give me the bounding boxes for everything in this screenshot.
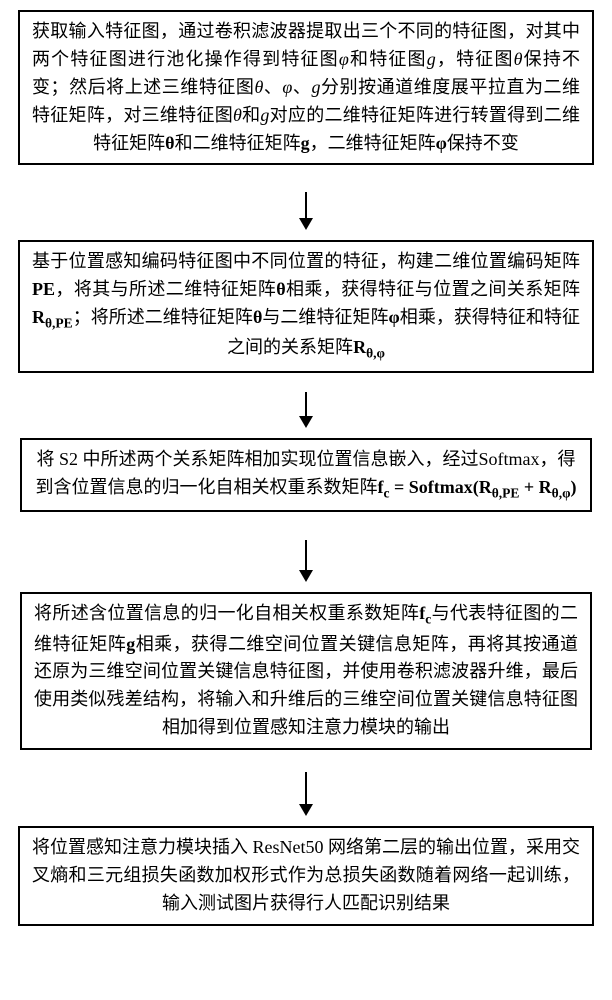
arrow-4 (305, 772, 307, 814)
b5-text: 将位置感知注意力模块插入 ResNet50 网络第二层的输出位置，采用交叉熵和三… (32, 837, 580, 913)
r1-sub: θ,PE (45, 315, 73, 330)
sm: Softmax(R (409, 477, 492, 497)
b1-t8: 和 (242, 105, 261, 125)
b1-t2: 和特征图 (349, 49, 427, 69)
b1-t5: 、 (263, 77, 282, 97)
bold-phi: φ (436, 133, 447, 153)
phi-b2: φ (389, 307, 400, 327)
arrow-3 (305, 540, 307, 580)
g-b4: g (126, 634, 135, 654)
theta-b2: θ (276, 279, 285, 299)
bold-theta: θ (165, 133, 174, 153)
flow-box-5: 将位置感知注意力模块插入 ResNet50 网络第二层的输出位置，采用交叉熵和三… (18, 826, 594, 926)
flow-box-3: 将 S2 中所述两个关系矩阵相加实现位置信息嵌入，经过Softmax，得到含位置… (20, 438, 592, 512)
arrow-2 (305, 392, 307, 426)
b1-t11: ，二维特征矩阵 (310, 133, 436, 153)
b2-t5: 与二维特征矩阵 (262, 307, 388, 327)
b1-t6: 、 (292, 77, 311, 97)
r1: R (32, 307, 45, 327)
b2-t3: 相乘，获得特征与位置之间关系矩阵 (286, 279, 580, 299)
eq: = (389, 477, 408, 497)
bold-g: g (301, 133, 310, 153)
b1-t12: 保持不变 (447, 133, 519, 153)
theta-sym-2: θ (254, 77, 263, 97)
b2-t2: ，将其与所述二维特征矩阵 (55, 279, 276, 299)
b2-t4: ；将所述二维特征矩阵 (73, 307, 253, 327)
sm-s1: θ,PE (492, 485, 520, 500)
flow-box-4: 将所述含位置信息的归一化自相关权重系数矩阵fc与代表特征图的二维特征矩阵g相乘，… (20, 592, 592, 750)
sm-s2: θ,φ (552, 485, 571, 500)
theta-sym-3: θ (233, 105, 242, 125)
r2-sub: θ,φ (366, 346, 385, 361)
arrow-1 (305, 192, 307, 228)
phi-sym-2: φ (282, 77, 292, 97)
b1-t3: ，特征图 (436, 49, 514, 69)
theta-b2b: θ (253, 307, 262, 327)
theta-sym: θ (514, 49, 523, 69)
plus: + R (519, 477, 551, 497)
b2-t1: 基于位置感知编码特征图中不同位置的特征，构建二维位置编码矩阵 (32, 251, 580, 271)
flow-box-1: 获取输入特征图，通过卷积滤波器提取出三个不同的特征图，对其中两个特征图进行池化操… (18, 10, 594, 165)
pe-sym: PE (32, 279, 55, 299)
flow-box-2: 基于位置感知编码特征图中不同位置的特征，构建二维位置编码矩阵 PE，将其与所述二维… (18, 240, 594, 373)
r2: R (353, 337, 366, 357)
g-sym: g (427, 49, 436, 69)
b1-t10: 和二维特征矩阵 (175, 133, 301, 153)
b4-t1: 将所述含位置信息的归一化自相关权重系数矩阵 (34, 603, 419, 623)
phi-sym: φ (339, 49, 349, 69)
close: ) (571, 477, 577, 497)
